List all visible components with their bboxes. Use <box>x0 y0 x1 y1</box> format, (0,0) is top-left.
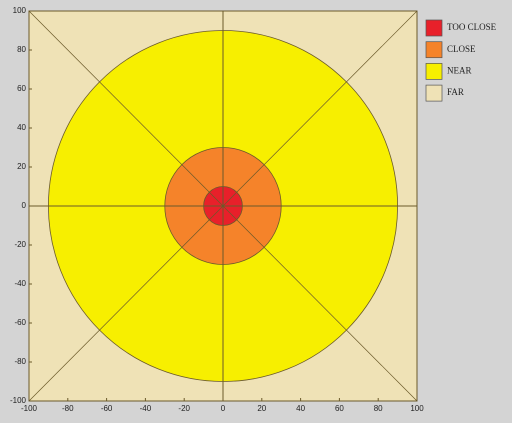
y-tick-label: 40 <box>17 123 26 132</box>
legend-label: NEAR <box>447 65 472 75</box>
y-tick-label: 100 <box>13 6 27 15</box>
y-tick-label: -40 <box>14 279 26 288</box>
legend-swatch <box>425 41 443 59</box>
legend-swatch <box>425 63 443 80</box>
y-tick-label: -60 <box>14 318 26 327</box>
legend-swatch <box>425 19 443 37</box>
x-tick-label: 80 <box>374 404 383 413</box>
y-tick-label: 80 <box>17 45 26 54</box>
legend-swatch <box>425 84 443 102</box>
legend-label: TOO CLOSE <box>447 22 497 32</box>
legend-label: CLOSE <box>447 44 476 54</box>
y-tick-label: 20 <box>17 162 26 171</box>
x-tick-label: -40 <box>140 404 152 413</box>
x-tick-label: -100 <box>21 404 38 413</box>
y-tick-label: 60 <box>17 84 26 93</box>
y-tick-label: -20 <box>14 240 26 249</box>
x-tick-label: -80 <box>62 404 74 413</box>
y-tick-label: -100 <box>10 396 27 405</box>
diagonal <box>28 10 418 402</box>
x-tick-label: 20 <box>257 404 266 413</box>
legend-label: FAR <box>447 87 464 97</box>
x-tick-label: 60 <box>335 404 344 413</box>
x-tick-label: 100 <box>410 404 424 413</box>
y-tick-label: -80 <box>14 357 26 366</box>
x-tick-label: 40 <box>296 404 305 413</box>
x-tick-label: -60 <box>101 404 113 413</box>
x-tick-label: 0 <box>221 404 226 413</box>
y-tick-label: 0 <box>22 201 27 210</box>
x-tick-label: -20 <box>178 404 190 413</box>
